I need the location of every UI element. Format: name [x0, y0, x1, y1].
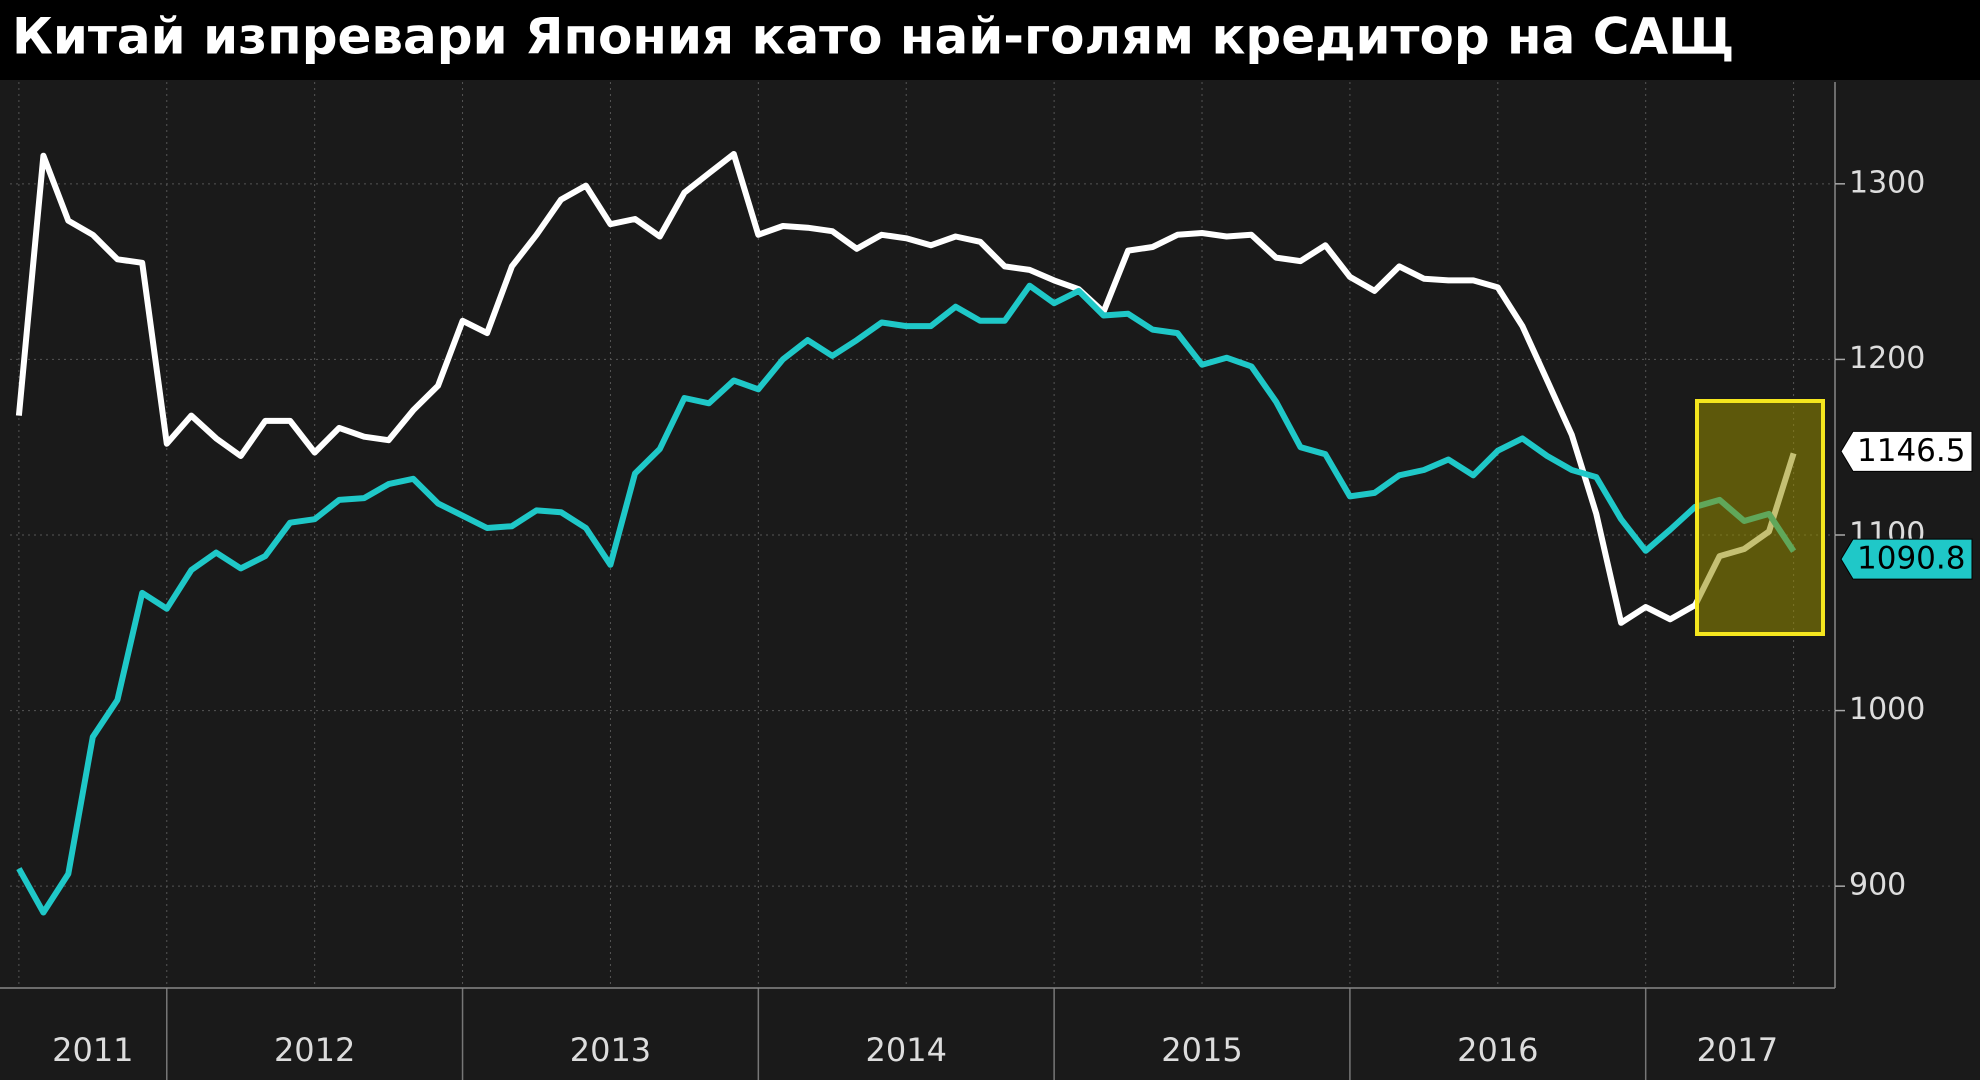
series-line: [16, 282, 1797, 916]
chart-background: [0, 80, 1980, 1080]
last-value-badge: [1840, 430, 1973, 472]
chart-title: Китай изпревари Япония като най-голям кр…: [12, 8, 1734, 66]
x-tick-label: 2014: [866, 1031, 947, 1069]
title-bar: [0, 0, 1980, 80]
series-line: [15, 151, 1797, 626]
x-tick-label: 2013: [570, 1031, 651, 1069]
x-tick-label: 2011: [52, 1031, 133, 1069]
x-tick-label: 2015: [1161, 1031, 1242, 1069]
y-tick-label: 1000: [1849, 692, 1925, 727]
x-tick-label: 2016: [1457, 1031, 1538, 1069]
x-tick-label: 2012: [274, 1031, 355, 1069]
highlight-box: [1695, 399, 1825, 636]
last-value-label: 1090.8: [1857, 541, 1965, 577]
y-tick-label: 900: [1849, 868, 1906, 903]
x-tick-label: 2017: [1697, 1031, 1778, 1069]
y-tick-label: 1200: [1849, 341, 1925, 376]
y-tick-label: 1300: [1849, 165, 1925, 200]
last-value-label: 1146.5: [1857, 433, 1965, 469]
last-value-badge: [1840, 538, 1973, 580]
